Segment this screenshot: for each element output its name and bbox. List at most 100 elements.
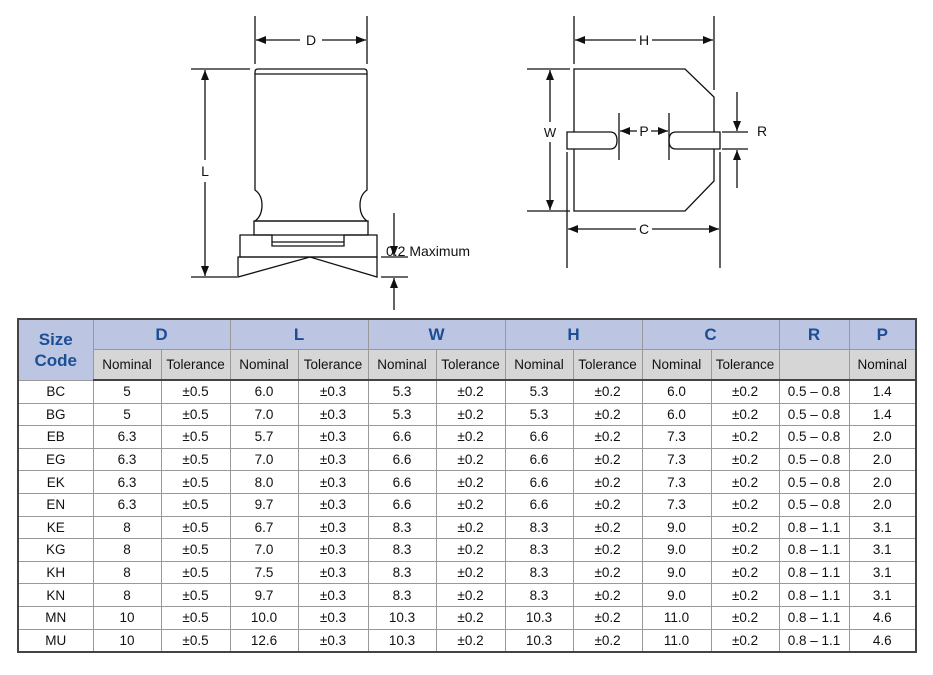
value-cell: 6.6 <box>367 425 437 449</box>
value-cell: 5.3 <box>504 402 574 427</box>
subheader-cell <box>778 349 850 381</box>
value-cell: 0.5 – 0.8 <box>778 425 850 449</box>
value-cell: 6.3 <box>92 492 162 517</box>
value-cell: 8.3 <box>504 538 574 562</box>
value-cell: 0.8 – 1.1 <box>778 560 850 585</box>
label-d: D <box>306 32 316 48</box>
value-cell: 6.6 <box>367 470 437 494</box>
value-cell: 8.0 <box>229 470 299 494</box>
value-cell: 5.3 <box>504 379 574 404</box>
table-row: MU 10 ±0.5 12.6 ±0.3 10.3 ±0.2 10.3 ±0.2 11.0 ±0.2… <box>17 628 917 653</box>
label-c: C <box>639 221 649 237</box>
value-cell: ±0.2 <box>572 605 643 630</box>
value-cell: ±0.2 <box>710 379 780 404</box>
value-cell: 7.5 <box>229 560 299 585</box>
value-cell: ±0.2 <box>572 447 643 472</box>
value-cell: ±0.2 <box>435 538 506 562</box>
value-cell: ±0.3 <box>297 605 369 630</box>
label-max: 0.2 Maximum <box>386 243 470 259</box>
value-cell: 5 <box>92 402 162 427</box>
value-cell: ±0.2 <box>435 560 506 585</box>
value-cell: 0.8 – 1.1 <box>778 538 850 562</box>
group-header-h: H <box>504 318 643 350</box>
table-row: EN 6.3 ±0.5 9.7 ±0.3 6.6 ±0.2 6.6 ±0.2 7.3 ±0.2 0.5… <box>17 492 917 517</box>
group-header-l: L <box>229 318 369 350</box>
value-cell: 9.0 <box>641 538 712 562</box>
group-header-r: R <box>778 318 850 350</box>
value-cell: 1.4 <box>848 379 917 404</box>
value-cell: ±0.5 <box>160 515 231 540</box>
subheader-cell: Nominal <box>641 349 712 381</box>
value-cell: 6.6 <box>504 470 574 494</box>
value-cell: 3.1 <box>848 560 917 585</box>
size-code-header: Size Code <box>17 318 94 381</box>
dimensions-table: Size Code D L W H C R P Nominal Tolerance… <box>17 318 918 654</box>
value-cell: 0.5 – 0.8 <box>778 492 850 517</box>
value-cell: ±0.5 <box>160 605 231 630</box>
value-cell: ±0.2 <box>435 605 506 630</box>
value-cell: 0.5 – 0.8 <box>778 402 850 427</box>
subheader-cell: Nominal <box>229 349 299 381</box>
group-header-w: W <box>367 318 506 350</box>
value-cell: ±0.3 <box>297 583 369 607</box>
size-code-cell: MU <box>17 628 94 653</box>
value-cell: 5.7 <box>229 425 299 449</box>
value-cell: ±0.2 <box>710 402 780 427</box>
dimension-diagram: D L 0.2 Maximum H W C P R <box>191 16 767 310</box>
value-cell: 4.6 <box>848 628 917 653</box>
size-code-cell: BG <box>17 402 94 427</box>
value-cell: 5 <box>92 379 162 404</box>
size-code-cell: EN <box>17 492 94 517</box>
value-cell: ±0.5 <box>160 628 231 653</box>
value-cell: 3.1 <box>848 538 917 562</box>
table-row: BC 5 ±0.5 6.0 ±0.3 5.3 ±0.2 5.3 ±0.2 6.0 ±0.2 0.5 –… <box>17 379 917 404</box>
value-cell: ±0.2 <box>435 515 506 540</box>
value-cell: ±0.2 <box>710 605 780 630</box>
value-cell: ±0.2 <box>572 583 643 607</box>
capacitor-top-view <box>566 68 721 212</box>
value-cell: 6.6 <box>504 425 574 449</box>
value-cell: 10 <box>92 628 162 653</box>
size-header-line2: Code <box>34 350 78 370</box>
subheader-cell: Nominal <box>367 349 437 381</box>
table-row: KN 8 ±0.5 9.7 ±0.3 8.3 ±0.2 8.3 ±0.2 9.0 ±0.2 0.8 –… <box>17 583 917 607</box>
value-cell: 8 <box>92 560 162 585</box>
size-code-cell: KN <box>17 583 94 607</box>
label-h: H <box>639 32 649 48</box>
value-cell: 9.7 <box>229 583 299 607</box>
value-cell: 9.0 <box>641 515 712 540</box>
value-cell: 6.3 <box>92 470 162 494</box>
value-cell: ±0.2 <box>572 402 643 427</box>
value-cell: 2.0 <box>848 492 917 517</box>
value-cell: ±0.3 <box>297 425 369 449</box>
value-cell: ±0.2 <box>710 538 780 562</box>
value-cell: 9.0 <box>641 560 712 585</box>
value-cell: ±0.3 <box>297 492 369 517</box>
group-header-c: C <box>641 318 780 350</box>
table-row: KH 8 ±0.5 7.5 ±0.3 8.3 ±0.2 8.3 ±0.2 9.0 ±0.2 0.8 –… <box>17 560 917 585</box>
value-cell: ±0.2 <box>435 379 506 404</box>
value-cell: 6.0 <box>641 379 712 404</box>
value-cell: 6.0 <box>641 402 712 427</box>
value-cell: ±0.5 <box>160 492 231 517</box>
value-cell: 0.5 – 0.8 <box>778 379 850 404</box>
value-cell: ±0.2 <box>435 425 506 449</box>
value-cell: ±0.2 <box>435 402 506 427</box>
value-cell: 0.8 – 1.1 <box>778 628 850 653</box>
value-cell: 0.5 – 0.8 <box>778 470 850 494</box>
size-code-cell: EB <box>17 425 94 449</box>
value-cell: ±0.3 <box>297 538 369 562</box>
subheader-cell: Nominal <box>848 349 917 381</box>
value-cell: ±0.2 <box>572 538 643 562</box>
size-code-cell: MN <box>17 605 94 630</box>
value-cell: ±0.5 <box>160 447 231 472</box>
value-cell: 8 <box>92 538 162 562</box>
value-cell: ±0.5 <box>160 425 231 449</box>
value-cell: 9.0 <box>641 583 712 607</box>
value-cell: 8.3 <box>367 583 437 607</box>
value-cell: 6.6 <box>504 492 574 517</box>
value-cell: 8.3 <box>367 560 437 585</box>
value-cell: 8.3 <box>367 538 437 562</box>
value-cell: ±0.5 <box>160 560 231 585</box>
value-cell: 10.3 <box>504 605 574 630</box>
